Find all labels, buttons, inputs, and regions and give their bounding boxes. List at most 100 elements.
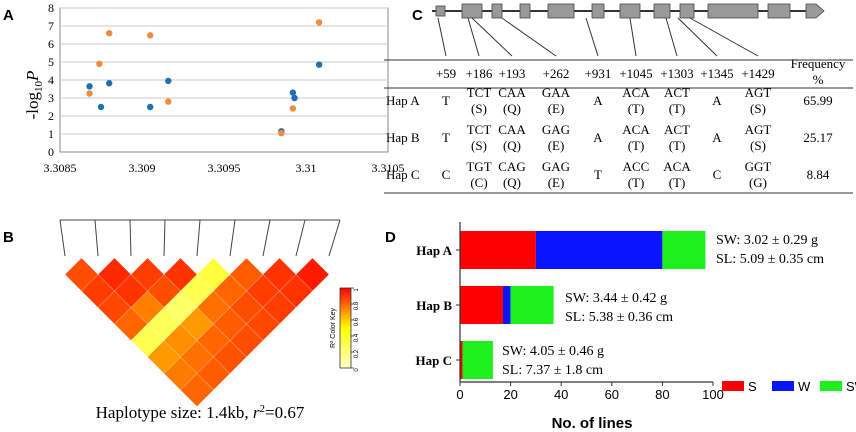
panel-c-snp-connector xyxy=(501,17,557,57)
panel-c-codon: ACA xyxy=(622,122,650,137)
panel-c-amino-acid: (T) xyxy=(669,101,686,116)
panel-label-d: D xyxy=(385,229,396,246)
panel-a-xtick-label: 3.309 xyxy=(129,161,156,175)
panel-c-codon: TGT xyxy=(466,159,491,174)
panel-b-key-tick-label: 0.6 xyxy=(354,317,360,326)
panel-d-xtick-label: 0 xyxy=(456,387,463,402)
panel-d-xtick-label: 60 xyxy=(605,387,619,402)
panel-a-point-orange xyxy=(147,32,154,39)
panel-c-snp-connector xyxy=(437,17,447,57)
panel-label-c: C xyxy=(412,7,423,24)
panel-c-codon: AGT xyxy=(745,85,772,100)
panel-a-ytick-label: 6 xyxy=(48,37,54,51)
panel-d-legend-label: S xyxy=(748,379,757,394)
panel-c-allele: T xyxy=(594,167,602,182)
panel-b-ld-cell xyxy=(180,373,214,407)
panel-a-point-orange xyxy=(96,60,103,67)
panel-d-bar-SW xyxy=(462,341,493,379)
panel-c-codon: ACC xyxy=(623,159,650,174)
panel-c-amino-acid: (S) xyxy=(750,101,766,116)
panel-c-exon xyxy=(547,3,575,19)
panel-d-bar-W xyxy=(503,286,511,324)
panel-c-snp-connector xyxy=(467,17,480,57)
panel-b-snp-connector xyxy=(94,219,99,257)
panel-c-snp-connector xyxy=(665,17,678,57)
panel-c-amino-acid: (T) xyxy=(628,138,645,153)
panel-c-amino-acid: (G) xyxy=(749,175,767,190)
panel-a-ytick-label: 2 xyxy=(48,109,54,123)
panel-a-xtick-label: 3.3085 xyxy=(44,161,77,175)
panel-a-point-orange xyxy=(315,19,323,26)
panel-d-bar-W xyxy=(535,231,663,269)
panel-c-exon xyxy=(461,3,483,19)
panel-b-key-tick-label: 0.4 xyxy=(354,333,360,342)
panel-c-position-header: +931 xyxy=(585,66,612,81)
panel-a-ytick-label: 0 xyxy=(48,145,54,159)
panel-d-legend-swatch-W xyxy=(772,381,794,391)
panel-a-point-orange xyxy=(106,30,113,37)
panel-b-snp-connector xyxy=(129,219,132,257)
panel-c-snp-connector xyxy=(471,17,513,57)
panel-c-hap-label: Hap A xyxy=(386,93,420,108)
panel-c-codon: CAA xyxy=(498,85,526,100)
panel-c-snp-connector xyxy=(689,17,759,57)
panel-c-position-header: +59 xyxy=(436,66,456,81)
panel-a-point-blue xyxy=(165,77,172,85)
panel-c-exon xyxy=(491,3,503,19)
panel-b-snp-connector xyxy=(196,219,201,257)
panel-c-position-header: +262 xyxy=(543,66,570,81)
panel-c-exon xyxy=(519,3,531,19)
panel-c-exon xyxy=(591,3,605,19)
panel-c-amino-acid: (S) xyxy=(750,138,766,153)
panel-d-annotation-sl: SL: 7.37 ± 1.8 cm xyxy=(502,363,603,378)
panel-b-snp-connector xyxy=(163,219,166,257)
panel-d-annotation-sl: SL: 5.38 ± 0.36 cm xyxy=(565,310,673,325)
panel-c-codon: ACA xyxy=(622,85,650,100)
panel-d-annotation-sw: SW: 3.44 ± 0.42 g xyxy=(565,291,667,306)
panel-c-exon xyxy=(767,3,791,19)
panel-c-amino-acid: (E) xyxy=(548,175,565,190)
panel-c-codon: TCT xyxy=(467,122,492,137)
panel-c-frequency: 25.17 xyxy=(803,130,833,145)
panel-c-amino-acid: (C) xyxy=(470,175,487,190)
panel-c-amino-acid: (S) xyxy=(471,101,487,116)
panel-c-exon xyxy=(619,3,641,19)
panel-c-position-header: +193 xyxy=(499,66,526,81)
panel-a-point-orange xyxy=(278,129,285,137)
panel-b-color-key xyxy=(339,287,352,369)
panel-c-exon xyxy=(653,3,671,19)
panel-c-allele: A xyxy=(593,130,603,145)
panel-d-bar-S xyxy=(460,341,463,379)
panel-c-exon xyxy=(707,3,759,19)
panel-a-ytick-label: 8 xyxy=(48,1,54,15)
panel-d-annotation-sw: SW: 4.05 ± 0.46 g xyxy=(502,344,604,359)
panel-a-point-orange xyxy=(289,105,297,112)
panel-c-codon: GAG xyxy=(542,159,570,174)
panel-label-b: B xyxy=(3,229,14,246)
panel-c-allele: A xyxy=(712,130,722,145)
panel-b-key-tick-label: 0.8 xyxy=(354,301,360,310)
panel-c-allele: C xyxy=(713,167,722,182)
panel-a-point-blue xyxy=(147,103,154,111)
panel-c-hap-label: Hap C xyxy=(386,167,420,182)
panel-c-codon: TCT xyxy=(467,85,492,100)
panel-c-allele: A xyxy=(712,93,722,108)
panel-d-bar-S xyxy=(460,231,536,269)
panel-a-point-blue xyxy=(86,83,93,90)
panel-d-legend-swatch-S xyxy=(722,381,744,391)
panel-c-allele: A xyxy=(593,93,603,108)
panel-c-codon: AGT xyxy=(745,122,772,137)
panel-c-allele: T xyxy=(442,130,450,145)
panel-a-ylabel: -log10P xyxy=(23,71,45,120)
panel-c-exon xyxy=(679,3,695,19)
panel-c-codon: GAA xyxy=(542,85,571,100)
panel-c-amino-acid: (S) xyxy=(471,138,487,153)
panel-b-snp-connector xyxy=(59,219,66,257)
panel-a-xtick-label: 3.3105 xyxy=(372,161,405,175)
panel-c-hap-label: Hap B xyxy=(386,130,420,145)
panel-c-amino-acid: (T) xyxy=(628,101,645,116)
panel-c-allele: T xyxy=(442,93,450,108)
panel-a-ytick-label: 3 xyxy=(48,91,54,105)
panel-a-xtick-label: 3.3095 xyxy=(208,161,241,175)
